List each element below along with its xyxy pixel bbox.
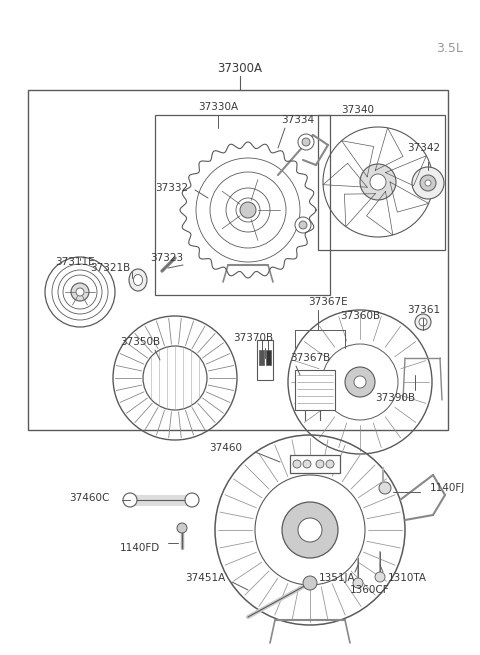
Text: 37451A: 37451A [185,573,225,583]
Circle shape [240,202,256,218]
Text: 3.5L: 3.5L [437,41,463,54]
Text: 37390B: 37390B [375,393,415,403]
Circle shape [354,376,366,388]
Circle shape [76,288,84,296]
Circle shape [298,134,314,150]
Circle shape [415,314,431,330]
Ellipse shape [129,269,147,291]
Text: 1360CF: 1360CF [350,585,390,595]
Text: 37300A: 37300A [217,62,263,75]
Circle shape [185,493,199,507]
Text: 37340: 37340 [341,105,374,115]
Circle shape [379,482,391,494]
Bar [266,350,271,365]
Ellipse shape [133,274,143,286]
Circle shape [282,502,338,558]
Text: 37334: 37334 [281,115,314,125]
Bar [318,115,445,250]
Circle shape [412,167,444,199]
Text: 37311E: 37311E [55,257,95,267]
Circle shape [303,576,317,590]
Circle shape [326,460,334,468]
Circle shape [370,174,386,190]
Circle shape [143,346,207,410]
Text: 1140FJ: 1140FJ [430,483,465,493]
Text: 37460: 37460 [209,443,242,453]
Text: 37360B: 37360B [340,311,380,321]
Circle shape [420,175,436,191]
Text: 37332: 37332 [155,183,188,193]
Bar [290,455,340,473]
Circle shape [177,523,187,533]
Text: 37350B: 37350B [120,337,160,347]
Circle shape [293,460,301,468]
Text: 37330A: 37330A [198,102,238,112]
Bar [295,370,335,410]
Circle shape [123,493,137,507]
Circle shape [298,518,322,542]
Circle shape [302,138,310,146]
Circle shape [353,578,363,588]
Text: 1351JA: 1351JA [319,573,355,583]
Circle shape [299,221,307,229]
Bar [155,115,330,295]
Circle shape [45,257,115,327]
Text: 37321B: 37321B [90,263,130,273]
Text: 37460C: 37460C [70,493,110,503]
Bar [28,90,448,430]
Text: 37361: 37361 [407,305,440,315]
Circle shape [360,164,396,200]
Circle shape [71,283,89,301]
Bar [257,340,273,380]
Circle shape [345,367,375,397]
Text: 1310TA: 1310TA [388,573,427,583]
Text: 1140FD: 1140FD [120,543,160,553]
Text: 37370B: 37370B [233,333,273,343]
Circle shape [375,572,385,582]
Circle shape [303,460,311,468]
Circle shape [316,460,324,468]
Text: 37367E: 37367E [308,297,348,307]
Text: 37342: 37342 [407,143,440,153]
Circle shape [295,217,311,233]
Text: 37367B: 37367B [290,353,330,363]
Circle shape [419,318,427,326]
Text: 37323: 37323 [150,253,183,263]
Bar [259,350,264,365]
Circle shape [425,180,431,186]
